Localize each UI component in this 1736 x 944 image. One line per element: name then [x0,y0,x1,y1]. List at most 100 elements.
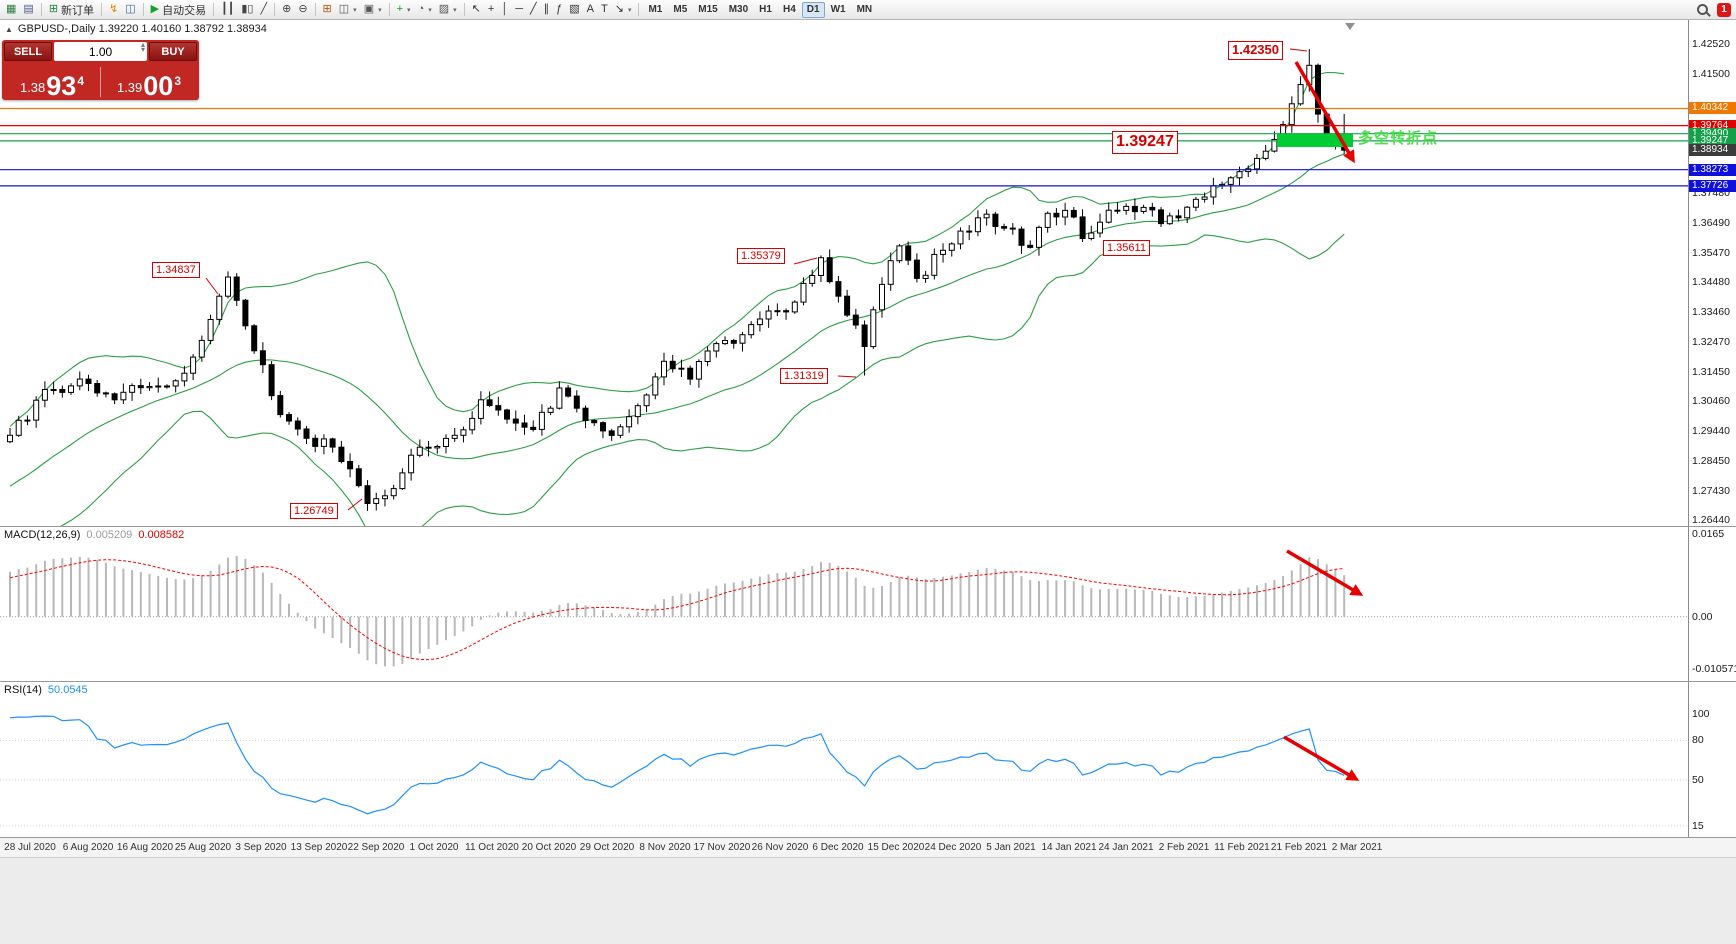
indicators-icon-dropdown-icon[interactable]: ▾ [407,6,411,14]
turning-point-label[interactable]: 多空转折点 [1358,130,1439,147]
channel-icon[interactable]: ∥ [541,1,553,18]
one-click-trading-widget: SELL 1.00 ▴ ▾ BUY 1.38 93 4 1.39 00 3 [2,40,199,100]
new-order-button[interactable]: ⊞ 新订单 [46,1,97,18]
timeframe-mn-button[interactable]: MN [856,4,873,15]
shapes-icon[interactable]: ▧ [566,1,582,18]
lot-size-input[interactable]: 1.00 ▴ ▾ [54,40,147,61]
arrange-windows-icon[interactable]: ▣ ▾ [361,1,385,18]
text-icon: A [586,3,594,15]
zoom-in-icon[interactable]: ⊕ [279,1,294,18]
main-chart-canvas[interactable] [0,20,1688,526]
date-label: 6 Dec 2020 [812,842,864,853]
vertical-line-icon[interactable]: │ [498,1,511,18]
lot-increase-icon[interactable]: ▴ [140,40,145,49]
chart-shift-marker[interactable] [1345,23,1355,30]
date-label: 25 Aug 2020 [174,842,232,853]
arrows-tool-icon[interactable]: ↘ ▾ [612,1,635,18]
templates-icon: ▨ [438,3,450,15]
periods-icon[interactable]: ◔ ▾ [415,1,435,18]
text-icon[interactable]: A [584,1,597,18]
macd-axis[interactable]: 0.0165 0.00 -0.010571 [1688,527,1736,681]
rsi-axis[interactable]: 100 80 50 15 [1688,682,1736,837]
trendline-icon[interactable]: ╱ [527,1,540,18]
zoom-in-icon: ⊕ [282,3,292,15]
cursor-icon[interactable]: ↖ [469,1,484,18]
rsi-canvas[interactable] [0,682,1688,837]
timeframe-d1-button[interactable]: D1 [801,1,825,18]
trend-arrow[interactable] [1294,61,1355,164]
price-axis[interactable]: 1.42520 1.41500 1.37480 1.36490 1.35470 1.344… [1688,20,1736,526]
toolbar-separator [314,3,316,16]
arrows-tool-icon-dropdown-icon[interactable]: ▾ [627,6,632,14]
cascade-windows-icon[interactable]: ◫ ▾ [336,1,360,18]
price-annotation-1.39247[interactable]: 1.39247 [1112,131,1178,154]
chart-profiles-icon[interactable]: ▤ [20,1,36,18]
price-annotation-1.35611[interactable]: 1.35611 [1103,240,1150,257]
timeframe-m15-button[interactable]: M15 [698,4,718,15]
arrange-windows-icon-dropdown-icon[interactable]: ▾ [378,6,382,14]
auto-trading-button[interactable]: ▶ 自动交易 [148,1,209,18]
periods-icon-dropdown-icon[interactable]: ▾ [428,6,432,14]
rsi-value: 50.0545 [47,684,88,696]
search-icon[interactable] [1697,4,1708,15]
indicators-icon[interactable]: + ▾ [394,1,414,18]
one-click-toggle-icon[interactable]: ▲ [5,24,13,34]
expert-advisors-icon[interactable]: ↯ [106,1,121,18]
price-annotation-1.42350[interactable]: 1.42350 [1228,41,1283,60]
rsi-tick: 15 [1692,820,1704,832]
timeframe-m5-button[interactable]: M5 [673,4,688,15]
bar-chart-icon: ┃┃ [221,3,235,15]
sell-price[interactable]: 1.38 93 4 [4,72,100,100]
lot-decrease-icon[interactable]: ▾ [140,44,145,54]
macd-canvas[interactable] [0,527,1688,681]
timeframe-h4-button[interactable]: H4 [782,4,796,15]
date-label: 24 Dec 2020 [924,842,982,853]
templates-icon[interactable]: ▨ ▾ [436,1,460,18]
zoom-out-icon[interactable]: ⊖ [295,1,310,18]
date-label: 8 Nov 2020 [639,842,691,853]
new-order-button-label: 新订单 [61,4,95,17]
price-tag-1.37726: 1.37726 [1689,180,1736,192]
notification-badge[interactable]: 1 [1717,2,1731,17]
time-axis[interactable]: 28 Jul 2020 6 Aug 2020 16 Aug 2020 25 Aug 2… [0,838,1736,858]
candlestick-chart-icon[interactable]: ▮▯ [238,1,256,18]
toolbar-separator [638,3,640,16]
support-zone-rect[interactable] [1277,134,1353,147]
timeframe-m30-button[interactable]: M30 [728,4,749,15]
buy-button[interactable]: BUY [149,42,197,61]
macd-histogram [9,555,1346,667]
sell-button[interactable]: SELL [4,42,52,61]
trend-arrow[interactable] [1286,549,1364,596]
new-chart-icon[interactable]: ▦ [3,1,19,18]
cascade-windows-icon-dropdown-icon[interactable]: ▾ [353,6,357,14]
line-chart-icon[interactable]: ╱ [257,1,270,18]
channel-icon: ∥ [543,3,550,15]
text-label-icon: T [600,3,608,15]
horizontal-line-icon[interactable]: ─ [512,1,526,18]
bar-chart-icon[interactable]: ┃┃ [218,1,237,18]
date-label: 29 Oct 2020 [579,842,635,853]
arrange-windows-icon: ▣ [363,3,375,15]
text-label-icon[interactable]: T [598,1,611,18]
tile-windows-icon[interactable]: ⊞ [320,1,335,18]
timeframe-m1-button[interactable]: M1 [648,4,663,15]
price-annotation-1.35379[interactable]: 1.35379 [737,248,785,265]
data-window-icon[interactable]: ◫ [122,1,138,18]
trend-arrow[interactable] [1283,735,1360,781]
crosshair-icon[interactable]: + [485,1,497,18]
fibonacci-icon[interactable]: ƒ [553,1,565,18]
label-leader-line [347,498,363,511]
price-annotation-1.26749[interactable]: 1.26749 [290,503,338,520]
date-label: 21 Feb 2021 [1270,842,1328,853]
timeframe-w1-button[interactable]: W1 [830,4,846,15]
price-tick: 1.30460 [1692,395,1730,407]
timeframe-h1-button[interactable]: H1 [759,4,772,15]
macd-tick: 0.0165 [1692,528,1725,540]
buy-price[interactable]: 1.39 00 3 [101,72,197,100]
macd-tick: -0.010571 [1692,663,1736,675]
date-label: 15 Dec 2020 [867,842,925,853]
price-tag-1.38934: 1.38934 [1689,144,1736,156]
price-annotation-1.34837[interactable]: 1.34837 [152,262,200,279]
templates-icon-dropdown-icon[interactable]: ▾ [453,6,457,14]
price-annotation-1.31319[interactable]: 1.31319 [780,368,828,385]
